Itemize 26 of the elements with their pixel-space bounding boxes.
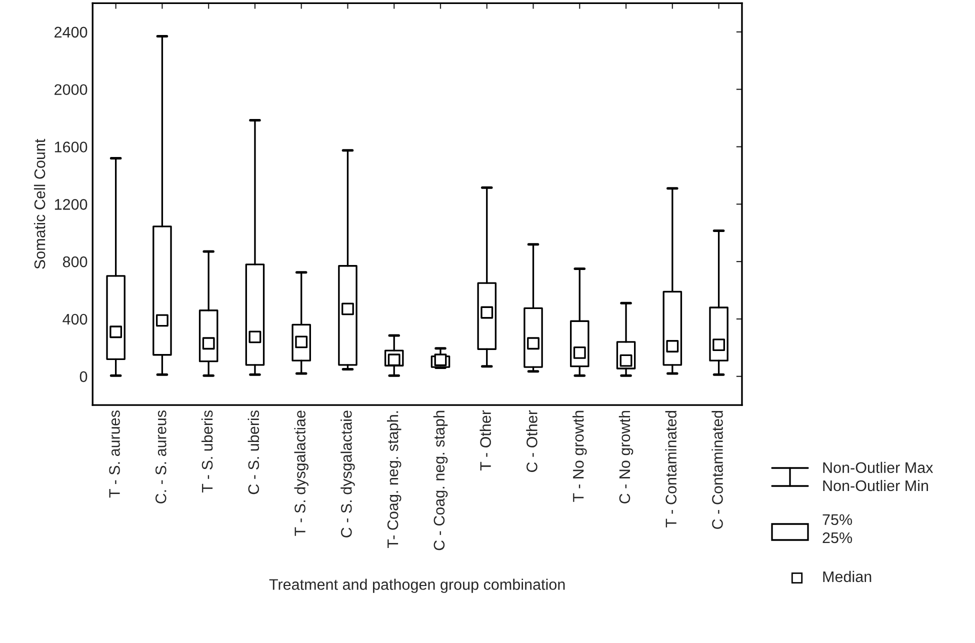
x-tick-label: C - No growth	[618, 410, 634, 504]
y-tick-label: 2400	[54, 26, 88, 38]
x-tick-label: C - Other	[526, 410, 538, 472]
x-axis-title: Treatment and pathogen group combination	[269, 578, 565, 593]
x-tick-label: T - S. aurues	[109, 410, 120, 498]
x-tick-label: C - Contaminated	[712, 410, 723, 529]
x-tick-label: T - S. dysgalactiae	[294, 410, 308, 536]
x-tick-label: T - Other	[480, 410, 491, 470]
x-tick-label: T - S. uberis	[201, 410, 213, 493]
x-tick-label: C - S. uberis	[248, 410, 260, 494]
y-tick-label: 1600	[54, 142, 88, 152]
x-tick-label: C. - S. aureus	[155, 410, 166, 504]
x-tick-label: C - Coag. neg. staph	[433, 410, 448, 550]
y-tick-label: 400	[62, 314, 88, 325]
text: 75% 25%	[822, 514, 852, 544]
y-axis-title: Somatic Cell Count	[34, 138, 46, 269]
y-tick-label: 0	[80, 371, 88, 382]
x-tick-label: T - No growth	[572, 410, 587, 502]
text: Median	[823, 570, 872, 582]
text: Non-Outlier Max Non-Outlier Min	[823, 462, 934, 492]
y-tick-label: 800	[62, 256, 88, 268]
y-tick-label: 1200	[54, 199, 88, 210]
x-tick-label: T- Coag. neg. staph.	[386, 411, 402, 548]
x-tick-label: T - Contaminated	[665, 410, 677, 528]
x-tick-label: C - S. dysgalactaie	[340, 410, 355, 538]
y-tick-label: 2000	[54, 84, 88, 96]
